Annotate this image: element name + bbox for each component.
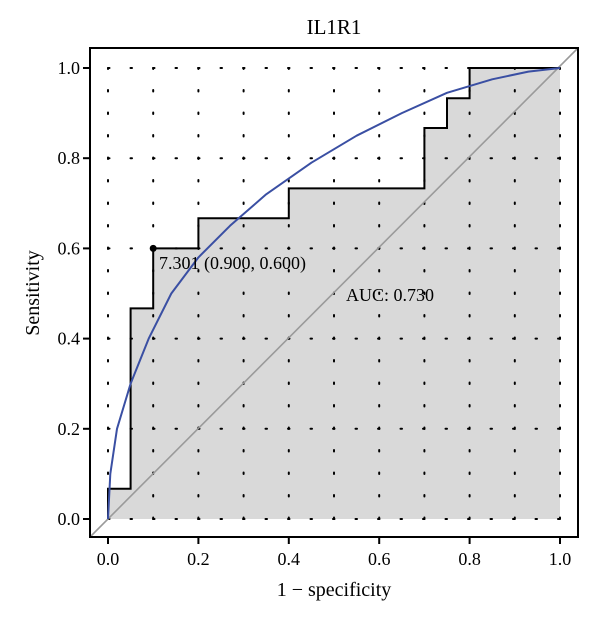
chart-title: IL1R1 (307, 15, 362, 39)
x-tick-label: 0.4 (278, 549, 301, 569)
threshold-label: 7.301 (0.900, 0.600) (159, 253, 306, 274)
empirical-roc-curve (107, 67, 560, 519)
auc-label: AUC: 0.730 (346, 285, 434, 305)
plot-frame (89, 47, 579, 538)
x-tick-label: 1.0 (549, 549, 572, 569)
x-tick-label: 0.6 (368, 549, 391, 569)
y-tick-label: 0.8 (58, 148, 81, 168)
x-tick-label: 0.2 (187, 549, 210, 569)
x-tick-label: 0.8 (458, 549, 481, 569)
reference-diagonal-line (89, 47, 579, 538)
y-tick-label: 0.4 (58, 329, 81, 349)
y-tick-label: 0.6 (58, 238, 81, 258)
smoothed-roc-curve (107, 67, 561, 520)
threshold-point (149, 244, 157, 252)
y-axis-label: Sensitivity (22, 250, 44, 336)
x-tick-label: 0.0 (97, 549, 120, 569)
y-tick-label: 1.0 (58, 58, 81, 78)
x-axis-label: 1 − specificity (277, 579, 392, 601)
y-tick-label: 0.0 (58, 509, 81, 529)
y-tick-label: 0.2 (58, 419, 81, 439)
plot-area: 0.0 0.2 0.4 0.6 0.8 1.0 0.0 0.2 0.4 0.6 0.8 1.0 (58, 47, 579, 569)
